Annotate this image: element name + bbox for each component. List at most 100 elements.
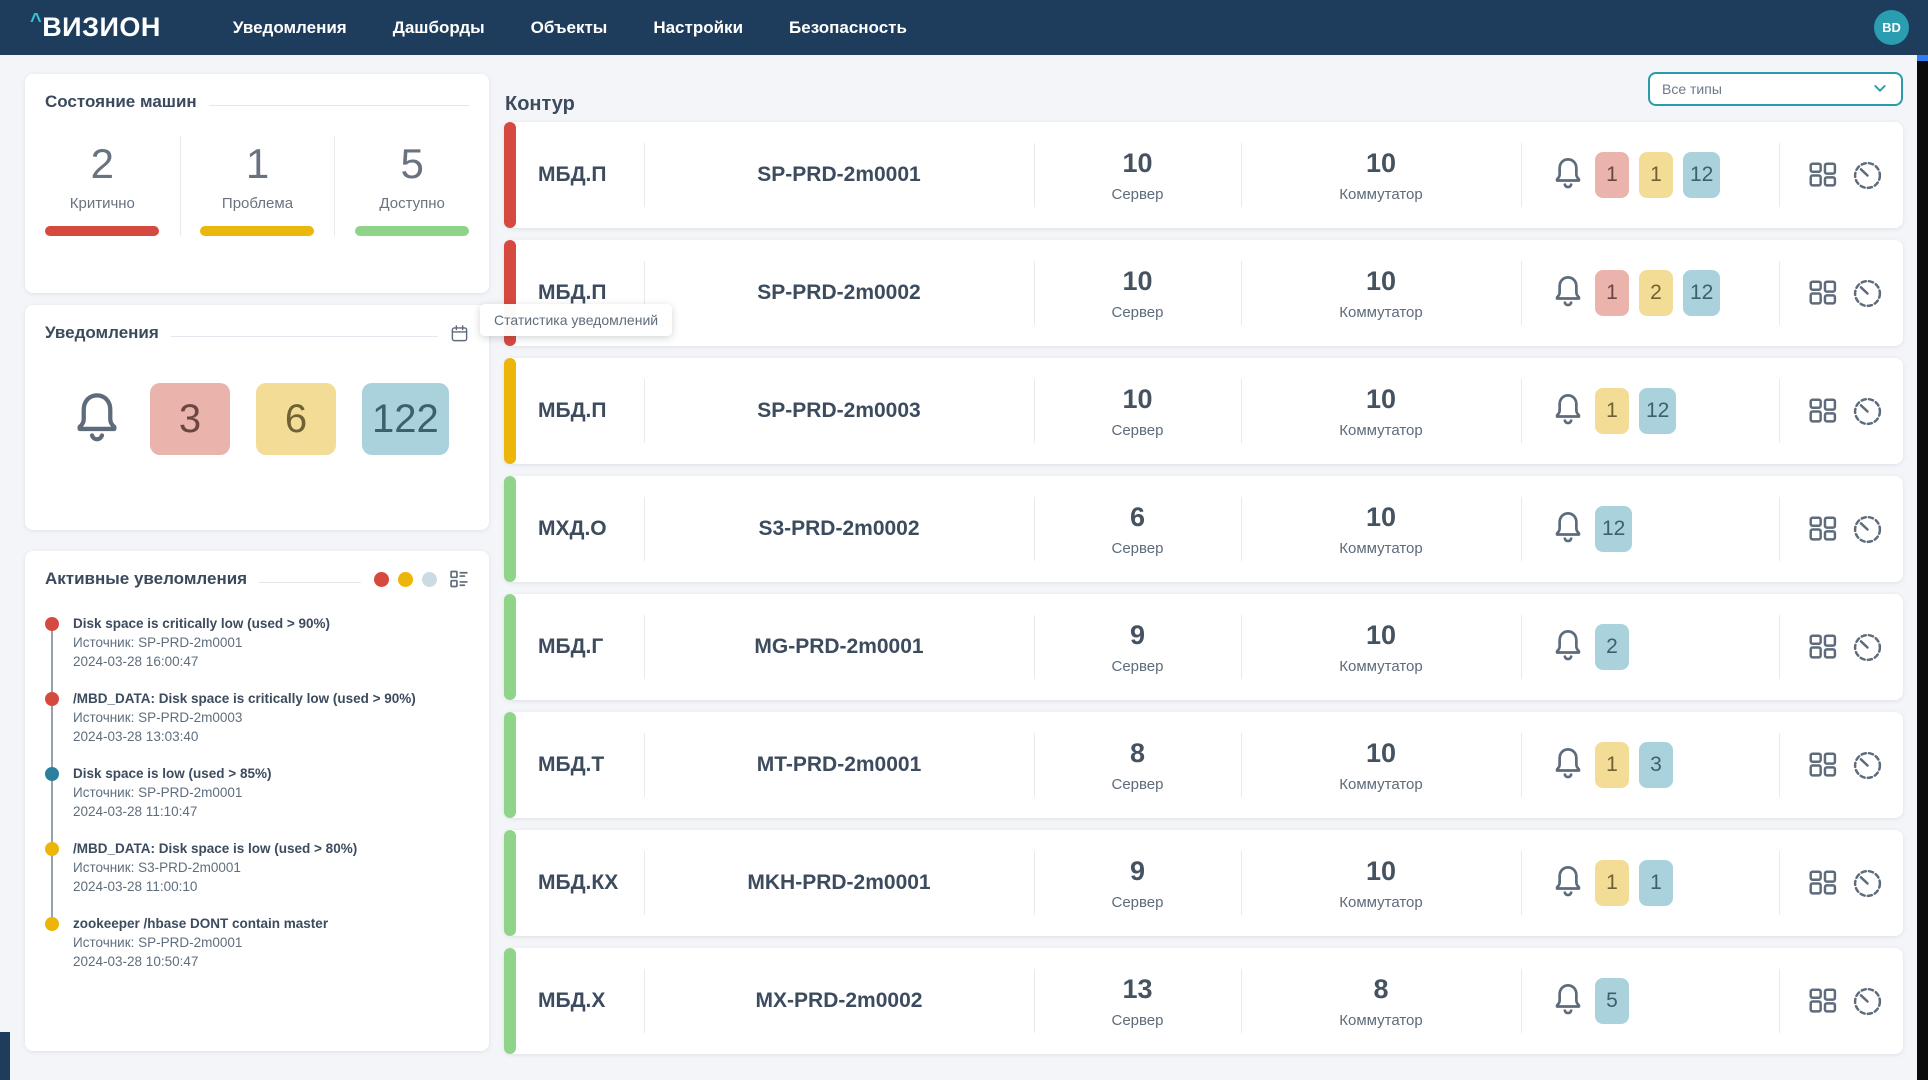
bell-icon <box>70 386 124 453</box>
row-status-bar <box>504 948 516 1054</box>
alarm-count-badge[interactable]: 12 <box>1595 506 1633 552</box>
alert-item[interactable]: Disk space is low (used > 85%) Источник:… <box>45 765 469 821</box>
alarm-count-badge[interactable]: 1 <box>1595 742 1629 788</box>
alarm-count-badge[interactable]: 3 <box>1639 742 1673 788</box>
type-filter-dropdown[interactable]: Все типы <box>1648 72 1903 106</box>
dashboard-grid-icon[interactable] <box>1807 160 1838 191</box>
bell-icon <box>1551 390 1585 433</box>
alarm-count-badge[interactable]: 1 <box>1595 152 1629 198</box>
alert-item[interactable]: /MBD_DATA: Disk space is low (used > 80%… <box>45 840 469 896</box>
alarm-count-badge[interactable]: 12 <box>1639 388 1677 434</box>
switch-label: Коммутатор <box>1339 775 1423 793</box>
footer-strip <box>0 1032 10 1080</box>
app-logo[interactable]: ^ВИЗИОН <box>30 10 161 43</box>
row-type: МБД.П <box>538 281 607 304</box>
chevron-down-icon <box>1874 85 1886 92</box>
gauge-icon[interactable] <box>1852 868 1883 899</box>
alarm-count-badge[interactable]: 5 <box>1595 978 1629 1024</box>
nav-item[interactable]: Дашборды <box>392 17 485 37</box>
machine-stat[interactable]: 5 Доступно <box>334 136 489 236</box>
alarm-count-badge[interactable]: 12 <box>1683 152 1721 198</box>
alarm-count-badge[interactable]: 1 <box>1639 152 1673 198</box>
stat-label: Критично <box>69 195 135 212</box>
server-count: 9 <box>1129 619 1146 650</box>
nav-item[interactable]: Объекты <box>530 17 608 37</box>
scrollbar[interactable] <box>1917 55 1928 1080</box>
legend-dot <box>398 571 413 587</box>
alert-timestamp: 2024-03-28 13:03:40 <box>73 729 199 744</box>
switch-label: Коммутатор <box>1339 539 1423 557</box>
alarm-count-badge[interactable]: 1 <box>1595 270 1629 316</box>
contour-row[interactable]: МБД.Т MT-PRD-2m0001 8 Сервер 10 Коммутат… <box>504 712 1903 818</box>
row-name: SP-PRD-2m0003 <box>757 399 921 422</box>
server-label: Сервер <box>1111 185 1164 203</box>
nav-item[interactable]: Безопасность <box>789 17 907 37</box>
calendar-icon[interactable] <box>450 324 469 343</box>
machine-stat[interactable]: 1 Проблема <box>179 136 335 236</box>
dashboard-grid-icon[interactable] <box>1807 986 1838 1017</box>
alarm-count-badge[interactable]: 1 <box>1595 860 1629 906</box>
dashboard-grid-icon[interactable] <box>1807 396 1838 427</box>
gauge-icon[interactable] <box>1852 986 1883 1017</box>
switch-count: 10 <box>1365 855 1397 886</box>
scrollbar-cap <box>1917 55 1928 61</box>
alert-title: Disk space is low (used > 85%) <box>73 766 272 781</box>
alert-timestamp: 2024-03-28 11:00:10 <box>73 879 198 894</box>
alert-source: Источник: SP-PRD-2m0001 <box>73 635 243 650</box>
nav-item[interactable]: Настройки <box>653 17 744 37</box>
notification-count-badge[interactable]: 6 <box>256 383 336 455</box>
contour-row[interactable]: МБД.П SP-PRD-2m0002 10 Сервер 10 Коммута… <box>504 240 1903 346</box>
bell-icon <box>1551 508 1585 551</box>
gauge-icon[interactable] <box>1852 750 1883 781</box>
alert-severity-dot <box>45 767 59 781</box>
contour-row[interactable]: МБД.КХ MKH-PRD-2m0001 9 Сервер 10 Коммут… <box>504 830 1903 936</box>
alarm-count-badge[interactable]: 12 <box>1683 270 1721 316</box>
alert-item[interactable]: /MBD_DATA: Disk space is critically low … <box>45 690 469 746</box>
stat-label: Проблема <box>221 195 294 212</box>
dashboard-grid-icon[interactable] <box>1807 750 1838 781</box>
row-name: SP-PRD-2m0002 <box>757 281 921 304</box>
switch-label: Коммутатор <box>1339 893 1423 911</box>
contour-row[interactable]: МБД.Х MX-PRD-2m0002 13 Сервер 8 Коммутат… <box>504 948 1903 1054</box>
gauge-icon[interactable] <box>1852 396 1883 427</box>
alert-item[interactable]: Disk space is critically low (used > 90%… <box>45 615 469 671</box>
dashboard-grid-icon[interactable] <box>1807 514 1838 545</box>
notification-count-badge[interactable]: 122 <box>362 383 449 455</box>
alarm-count-badge[interactable]: 2 <box>1595 624 1629 670</box>
gauge-icon[interactable] <box>1852 514 1883 545</box>
server-label: Сервер <box>1111 775 1164 793</box>
server-label: Сервер <box>1111 303 1164 321</box>
dashboard-grid-icon[interactable] <box>1807 632 1838 663</box>
server-label: Сервер <box>1111 421 1164 439</box>
contour-row[interactable]: МБД.Г MG-PRD-2m0001 9 Сервер 10 Коммутат… <box>504 594 1903 700</box>
gauge-icon[interactable] <box>1852 632 1883 663</box>
alerts-list-view-icon[interactable] <box>449 569 469 589</box>
switch-count: 8 <box>1373 973 1389 1004</box>
contour-row[interactable]: МБД.П SP-PRD-2m0003 10 Сервер 10 Коммута… <box>504 358 1903 464</box>
alarm-count-badge[interactable]: 1 <box>1595 388 1629 434</box>
server-count: 6 <box>1129 501 1146 532</box>
gauge-icon[interactable] <box>1852 278 1883 309</box>
alarm-count-badge[interactable]: 2 <box>1639 270 1673 316</box>
row-name: SP-PRD-2m0001 <box>757 163 921 186</box>
dashboard-grid-icon[interactable] <box>1807 868 1838 899</box>
alert-source: Источник: S3-PRD-2m0001 <box>73 860 241 875</box>
row-type: МБД.Х <box>538 989 606 1012</box>
contour-row[interactable]: МБД.П SP-PRD-2m0001 10 Сервер 10 Коммута… <box>504 122 1903 228</box>
contour-row[interactable]: МХД.О S3-PRD-2m0002 6 Сервер 10 Коммутат… <box>504 476 1903 582</box>
gauge-icon[interactable] <box>1852 160 1883 191</box>
dashboard-grid-icon[interactable] <box>1807 278 1838 309</box>
machine-stat[interactable]: 2 Критично <box>25 136 180 236</box>
alarm-count-badge[interactable]: 1 <box>1639 860 1673 906</box>
row-name: MKH-PRD-2m0001 <box>747 871 931 894</box>
notifications-summary: 3 6 122 <box>25 383 489 455</box>
avatar[interactable]: BD <box>1874 10 1909 45</box>
row-type: МБД.П <box>538 399 607 422</box>
alert-source: Источник: SP-PRD-2m0001 <box>73 785 243 800</box>
row-status-bar <box>504 122 516 228</box>
alert-severity-dot <box>45 917 59 931</box>
stat-value: 1 <box>245 140 270 187</box>
nav-item[interactable]: Уведомления <box>232 17 347 37</box>
notification-count-badge[interactable]: 3 <box>150 383 230 455</box>
alert-item[interactable]: zookeeper /hbase DONT contain master Ист… <box>45 915 469 971</box>
